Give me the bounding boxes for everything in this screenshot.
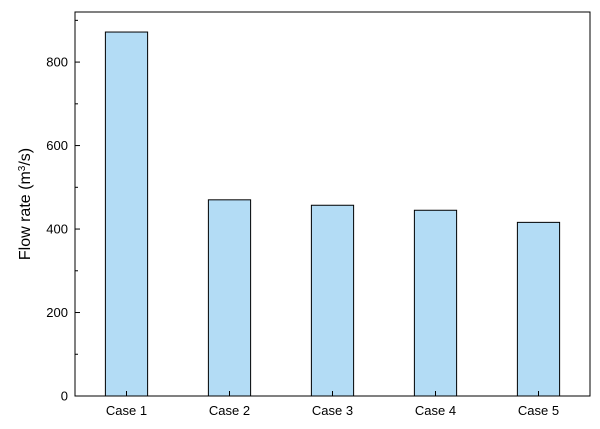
bar-case-3 <box>310 204 355 397</box>
y-tick-label: 600 <box>46 138 68 153</box>
bar-case-4 <box>413 209 458 397</box>
y-axis-title-prefix: Flow rate (m <box>17 171 34 260</box>
bar-case-2 <box>207 199 252 397</box>
y-axis-title: Flow rate (m3/s) <box>17 148 35 260</box>
x-tick-label: Case 3 <box>312 403 353 418</box>
y-tick-label: 0 <box>61 389 68 404</box>
x-tick-label: Case 2 <box>209 403 250 418</box>
plot-frame <box>74 11 591 397</box>
x-axis-ticks: Case 1 Case 2 Case 3 Case 4 Case 5 <box>106 391 559 418</box>
y-tick-label: 400 <box>46 222 68 237</box>
y-axis-title-superscript: 3 <box>17 165 28 171</box>
bar-case-1 <box>104 31 149 397</box>
y-tick-label: 800 <box>46 55 68 70</box>
y-axis-title-suffix: /s) <box>17 148 34 166</box>
x-tick-label: Case 4 <box>415 403 456 418</box>
x-tick-label: Case 5 <box>518 403 559 418</box>
bar-case-5 <box>516 221 561 397</box>
bars-group <box>104 31 561 397</box>
y-axis-ticks: 0 200 400 600 800 <box>46 19 80 404</box>
y-tick-label: 200 <box>46 305 68 320</box>
x-tick-label: Case 1 <box>106 403 147 418</box>
